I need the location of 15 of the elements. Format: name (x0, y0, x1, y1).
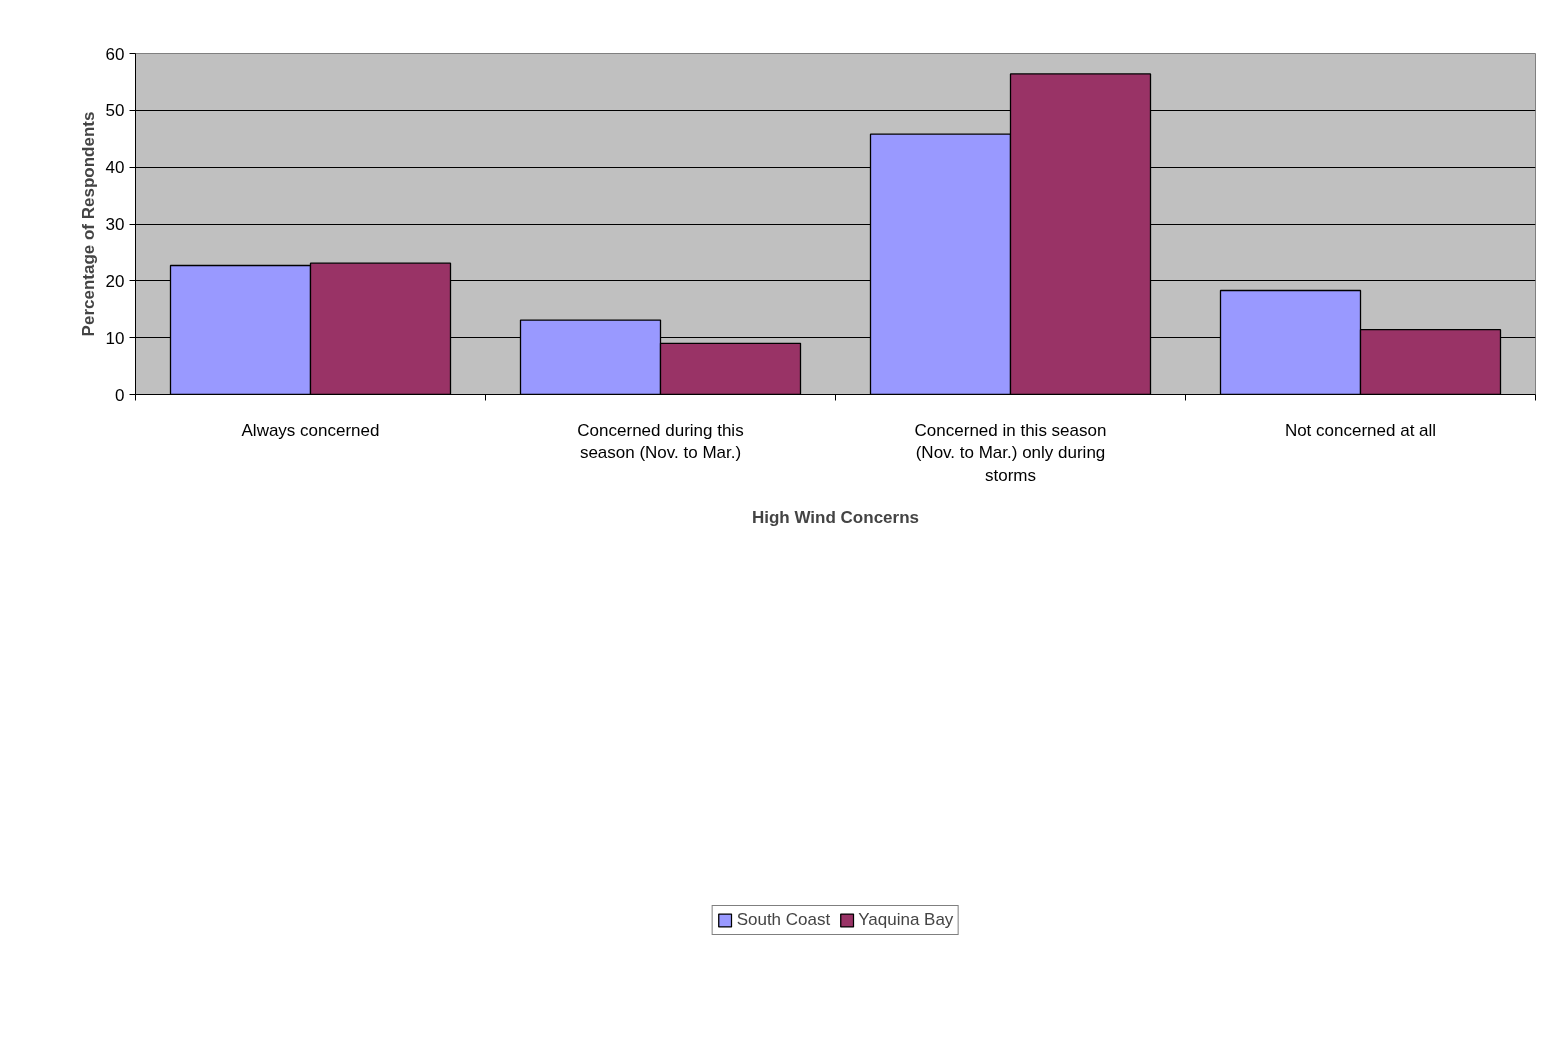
y-tick-label: 20 (105, 271, 125, 291)
legend-label: South Coast (736, 910, 831, 930)
y-tick-label: 10 (105, 328, 125, 348)
y-tick-label: 0 (115, 385, 125, 405)
y-axis-title: Percentage of Respondents (78, 111, 98, 337)
x-axis-title: High Wind Concerns (751, 508, 920, 528)
x-tick-label: Always concerned (241, 420, 380, 440)
y-tick-label: 30 (105, 215, 125, 234)
x-tick-label: Concerned during this season (Nov. to Mar.) (577, 420, 744, 463)
legend-label: Yaquina Bay (858, 910, 954, 930)
y-tick-label: 50 (105, 101, 125, 121)
x-tick-label: Not concerned at all (1284, 420, 1437, 440)
y-tick-label: 40 (105, 158, 125, 178)
x-tick-label: Concerned in this season (Nov. to Mar.) only during storms (914, 420, 1107, 486)
y-tick-label: 60 (105, 44, 125, 64)
